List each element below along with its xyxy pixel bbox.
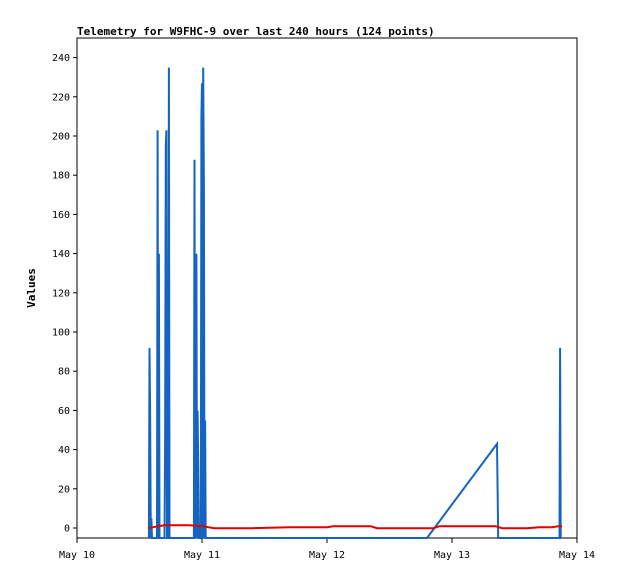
y-axis: 0 20 40 60 80 100 120 140 160 180 200 220 240 [52, 53, 77, 535]
y-tick-label: 220 [52, 92, 70, 103]
x-tick-label: May 13 [434, 550, 470, 561]
y-tick-label: 0 [64, 524, 70, 535]
series-line-0 [147, 67, 562, 539]
series-group [77, 67, 577, 539]
x-tick-label: May 11 [184, 550, 220, 561]
plot-frame [76, 37, 578, 539]
y-tick-label: 200 [52, 132, 70, 143]
x-tick-label: May 12 [309, 550, 345, 561]
y-tick-label: 160 [52, 210, 70, 221]
y-tick-label: 180 [52, 171, 70, 182]
y-tick-label: 80 [58, 367, 70, 378]
y-tick-label: 240 [52, 53, 70, 64]
y-tick-label: 20 [58, 484, 70, 495]
y-tick-label: 60 [58, 406, 70, 417]
y-tick-label: 140 [52, 249, 70, 260]
y-tick-label: 100 [52, 328, 70, 339]
series-line-1 [148, 524, 562, 530]
x-axis: May 10 May 11 May 12 May 13 May 14 [59, 538, 595, 561]
x-tick-label: May 14 [559, 550, 595, 561]
x-tick-label: May 10 [59, 550, 95, 561]
y-tick-label: 120 [52, 288, 70, 299]
y-tick-label: 40 [58, 445, 70, 456]
chart-title: Telemetry for W9FHC-9 over last 240 hour… [77, 25, 435, 38]
y-axis-title: Values [25, 268, 38, 308]
